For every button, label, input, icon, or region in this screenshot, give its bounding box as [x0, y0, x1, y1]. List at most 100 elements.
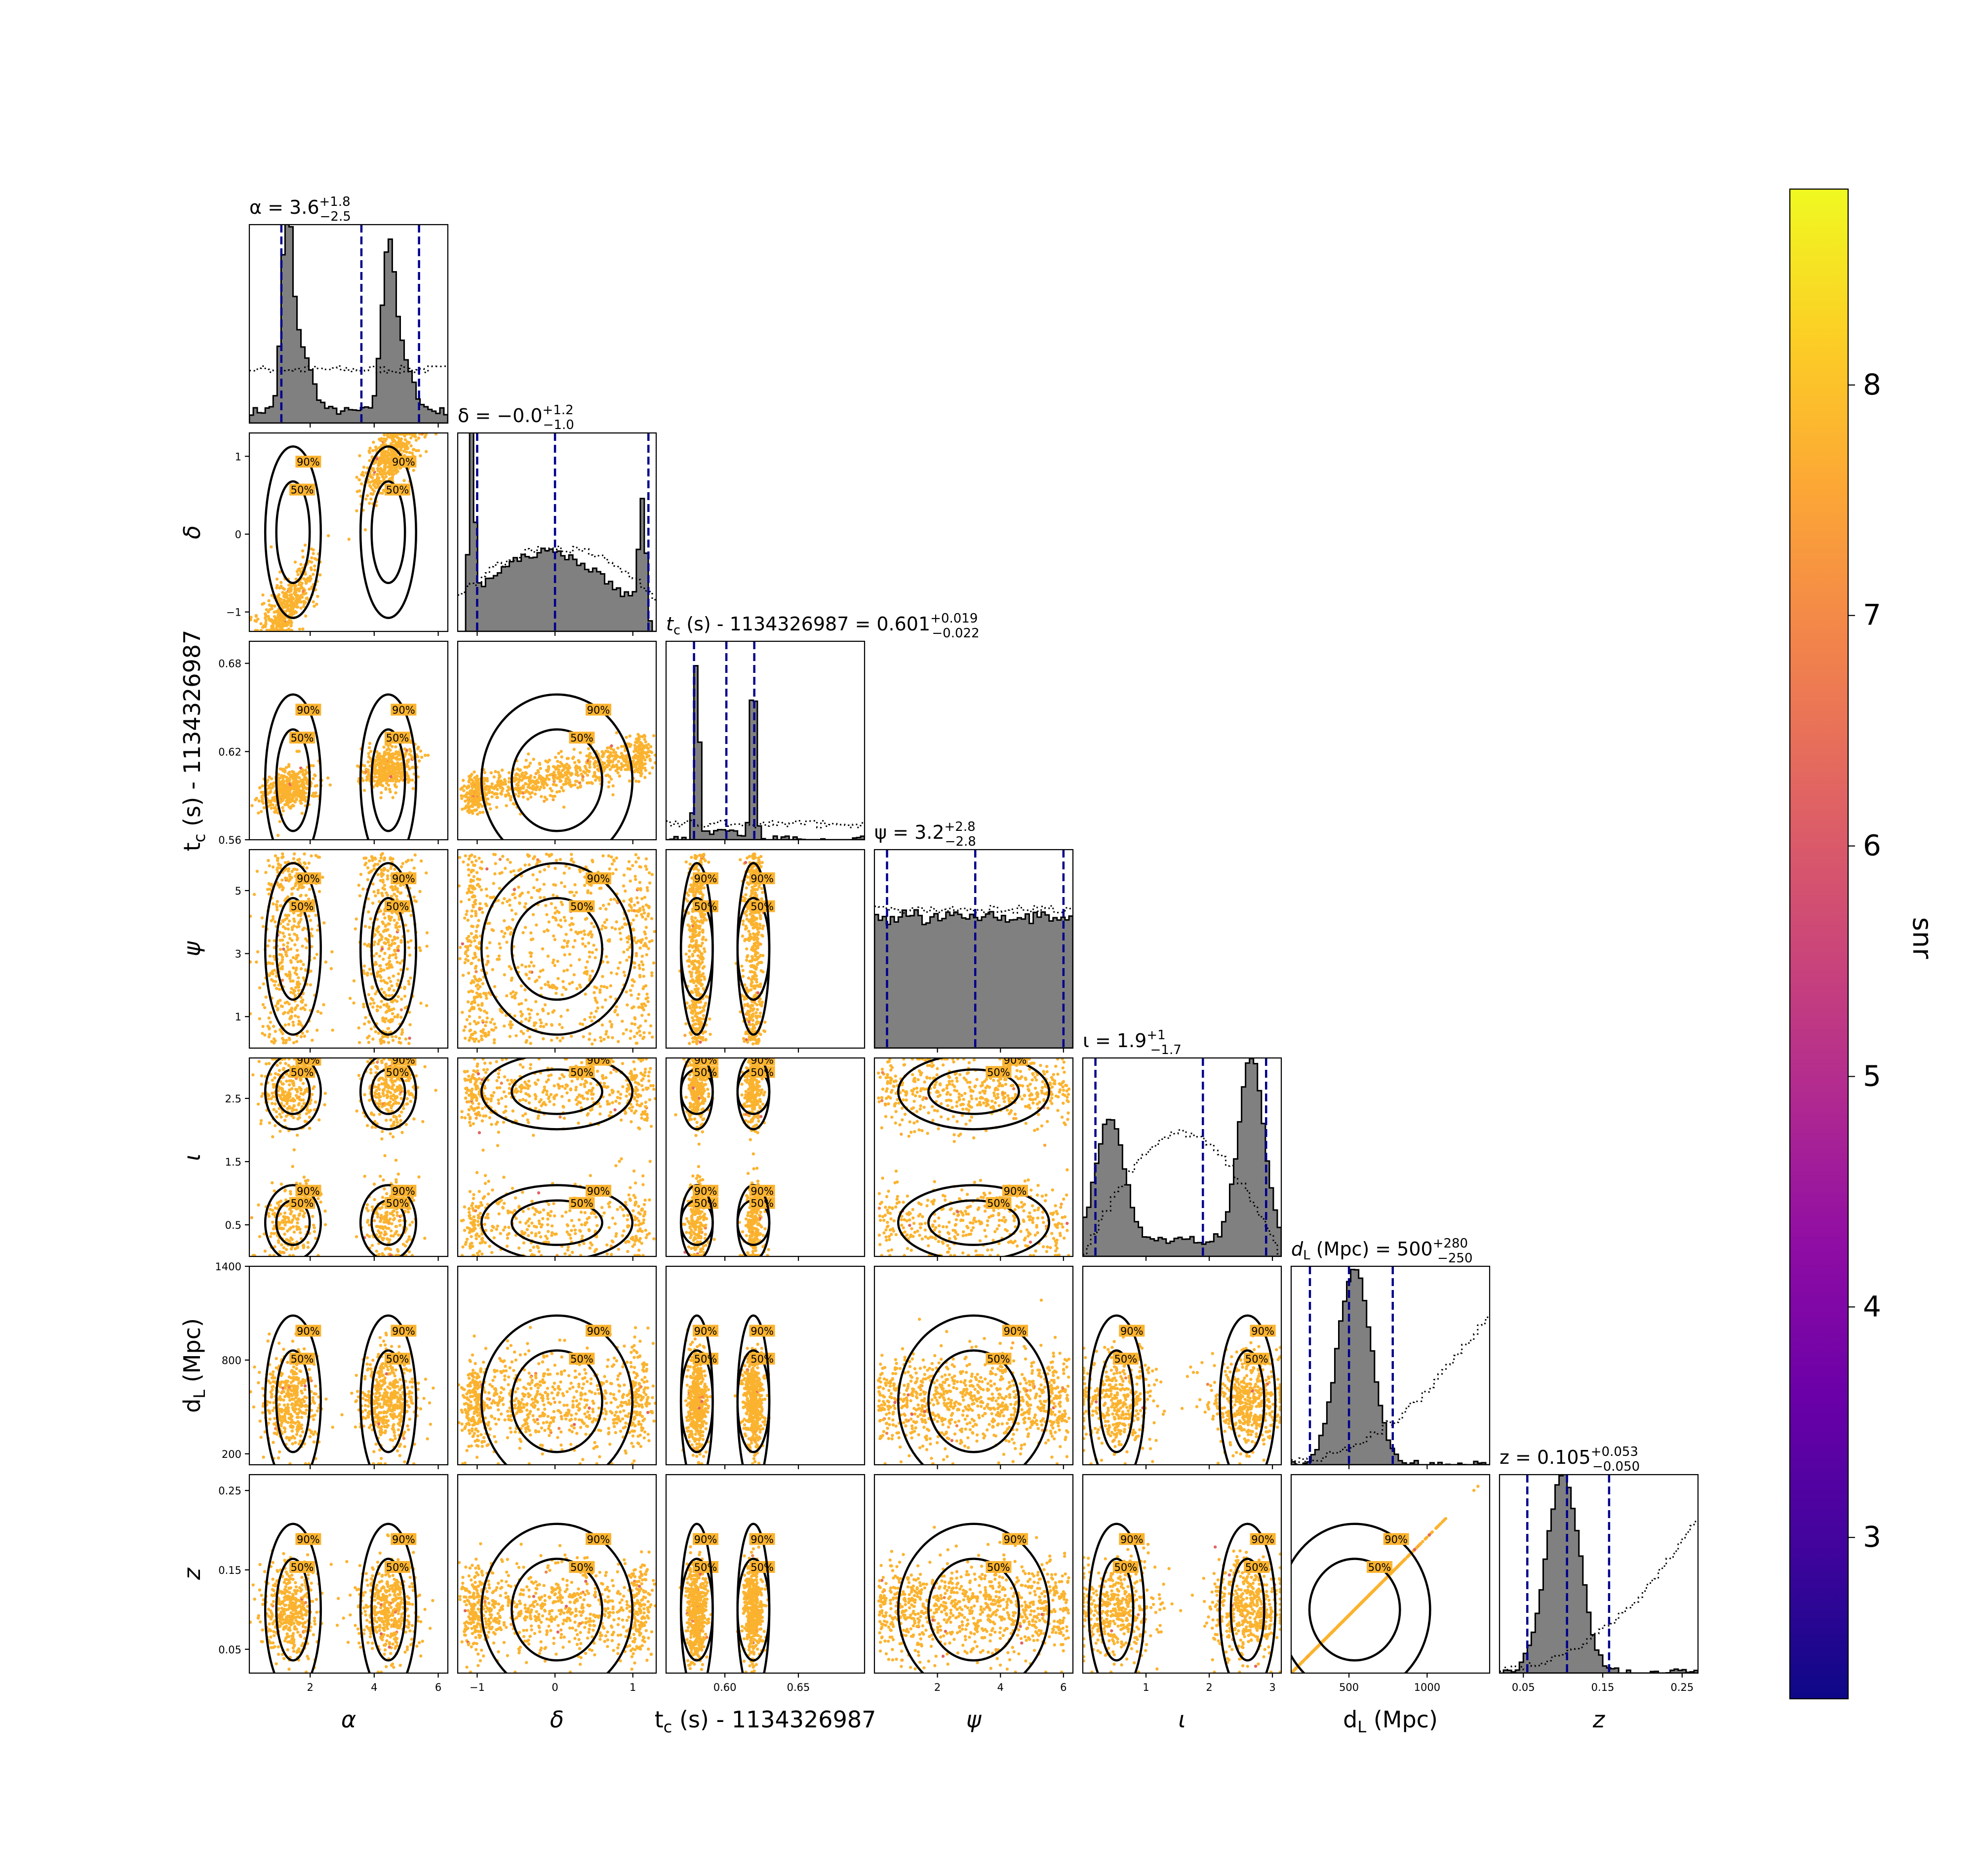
sample-point — [281, 932, 285, 935]
sample-point — [386, 1027, 390, 1030]
sample-point — [504, 866, 507, 870]
sample-point — [526, 752, 530, 756]
sample-point — [539, 896, 542, 899]
sample-point — [611, 784, 615, 788]
sample-point — [626, 1003, 629, 1007]
sample-point — [403, 994, 407, 998]
sample-point — [588, 1038, 591, 1041]
sample-point — [288, 1009, 292, 1013]
sample-point — [640, 960, 643, 964]
sample-point — [284, 766, 288, 769]
sample-point — [633, 1022, 637, 1026]
sample-point — [289, 991, 293, 994]
sample-point — [561, 1036, 564, 1040]
sample-point — [584, 966, 588, 969]
sample-point — [611, 793, 615, 797]
contour-label: 50% — [386, 901, 409, 913]
sample-point — [588, 752, 592, 755]
sample-point — [286, 923, 290, 926]
sample-point — [314, 774, 317, 778]
sample-point — [590, 884, 593, 887]
sample-point — [531, 937, 535, 941]
sample-point — [626, 867, 630, 870]
sample-point — [270, 806, 273, 810]
sample-point — [561, 789, 565, 792]
sample-point — [386, 450, 390, 454]
sample-point — [411, 765, 415, 769]
sample-point — [288, 937, 292, 940]
sample-point — [392, 974, 395, 978]
sample-point — [648, 881, 652, 885]
sample-point — [297, 1022, 301, 1026]
sample-point — [612, 748, 616, 752]
sample-point — [566, 757, 570, 760]
sample-point — [476, 793, 480, 796]
sample-point — [478, 798, 482, 802]
sample-point — [760, 887, 764, 891]
sample-point — [477, 805, 480, 809]
sample-point — [391, 938, 395, 942]
sample-point — [565, 941, 569, 945]
panel-alpha-psi: 50%90%50%90% — [245, 849, 449, 1053]
sample-point — [261, 1032, 264, 1035]
sample-point — [382, 858, 386, 861]
sample-point — [616, 1013, 620, 1016]
sample-point — [384, 1017, 388, 1020]
sample-point — [529, 1042, 532, 1045]
sample-point — [359, 494, 362, 498]
sample-point — [471, 990, 474, 993]
sample-point — [555, 790, 559, 794]
sample-point — [526, 891, 530, 894]
sample-point — [369, 749, 373, 753]
sample-point — [281, 628, 285, 631]
sample-point — [365, 775, 369, 779]
sample-point — [470, 870, 473, 874]
sample-point — [268, 784, 271, 788]
sample-point — [314, 784, 317, 788]
sample-point — [268, 791, 271, 795]
sample-point — [747, 1020, 751, 1024]
sample-point — [589, 1016, 592, 1019]
sample-point — [290, 893, 294, 896]
sample-point — [378, 755, 382, 759]
sample-point — [519, 874, 523, 878]
sample-point — [690, 1024, 694, 1028]
sample-point — [491, 929, 495, 933]
sample-point — [278, 801, 282, 804]
sample-point — [503, 897, 506, 900]
sample-point — [519, 1030, 523, 1033]
sample-point — [761, 924, 765, 928]
sample-point — [478, 811, 482, 814]
sample-point — [470, 961, 474, 965]
sample-point — [380, 892, 384, 895]
sample-point — [555, 777, 559, 780]
sample-point — [372, 472, 376, 476]
sample-point — [485, 904, 489, 907]
sample-point — [591, 951, 594, 954]
sample-point — [583, 884, 587, 887]
sample-point — [264, 615, 268, 619]
sample-point — [303, 1008, 307, 1012]
sample-point — [426, 753, 430, 757]
sample-point — [699, 1040, 702, 1044]
sample-point — [273, 920, 277, 924]
sample-point — [694, 916, 697, 920]
sample-point — [258, 786, 262, 789]
sample-point — [276, 615, 280, 619]
sample-point — [361, 887, 365, 891]
sample-point — [684, 952, 688, 956]
sample-point — [700, 1020, 703, 1024]
sample-point — [517, 1002, 521, 1006]
sample-point — [329, 967, 333, 971]
sample-point — [697, 868, 700, 872]
sample-point — [629, 1037, 632, 1040]
sample-point — [546, 768, 550, 772]
sample-point — [609, 971, 613, 975]
sample-point — [367, 771, 370, 774]
sample-point — [458, 957, 462, 961]
sample-point — [280, 938, 284, 942]
sample-point — [275, 987, 278, 990]
sample-point — [462, 789, 466, 792]
sample-point — [398, 753, 401, 757]
sample-point — [424, 753, 427, 757]
